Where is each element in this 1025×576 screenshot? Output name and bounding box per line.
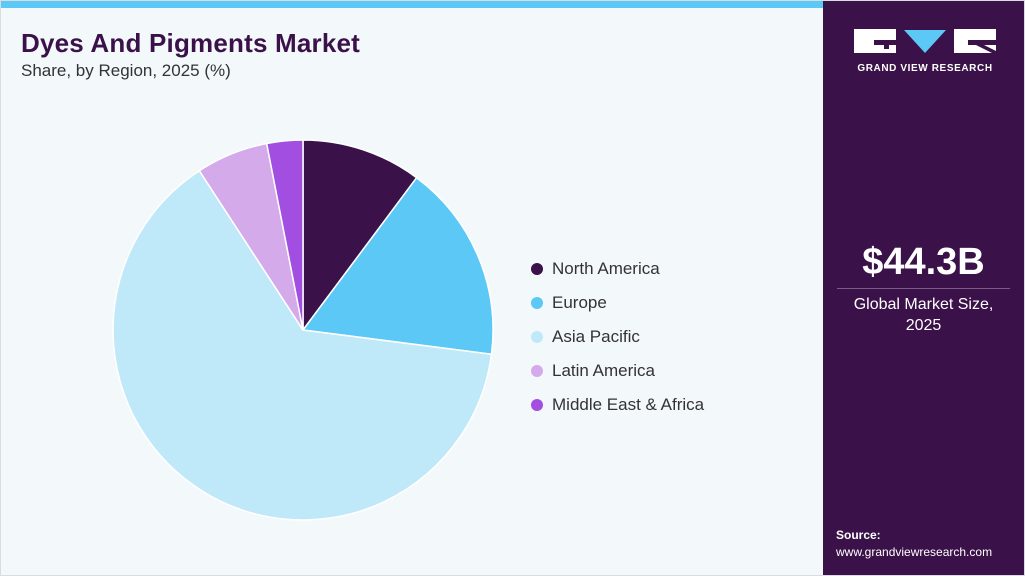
pie-chart [112,139,494,521]
chart-subtitle: Share, by Region, 2025 (%) [21,61,231,80]
legend-item-asia-pacific: Asia Pacific [531,320,704,354]
stat-divider [837,288,1010,289]
legend-label: Asia Pacific [552,327,640,346]
source-block: Source: www.grandviewresearch.com [836,527,992,561]
legend-swatch [531,263,543,275]
legend-label: North America [552,259,660,278]
legend-swatch [531,365,543,377]
market-size-value: $44.3B [862,241,985,283]
legend-item-europe: Europe [531,286,704,320]
legend-item-middle-east-africa: Middle East & Africa [531,388,704,422]
market-size-label: Global Market Size, 2025 [823,294,1024,336]
market-size-label-line2: 2025 [905,317,942,334]
top-accent-bar [1,1,823,8]
pie-slice-middle-east-africa [265,139,304,331]
legend-swatch [531,331,543,343]
market-size-label-line1: Global Market Size, [853,296,994,313]
source-title: Source: [836,528,881,542]
legend-item-latin-america: Latin America [531,354,704,388]
sidebar-panel: GRAND VIEW RESEARCH $44.3B Global Market… [823,1,1024,575]
pie-slice-europe [301,176,494,356]
legend-label: Middle East & Africa [552,395,705,414]
legend-item-north-america: North America [531,252,704,286]
gvr-logo-icon [854,29,996,53]
chart-title: Dyes And Pigments Market [21,28,361,58]
source-url: www.grandviewresearch.com [836,545,993,559]
chart-legend: North America Europe Asia Pacific Latin Ame… [531,252,704,422]
legend-swatch [531,399,543,411]
brand-logo: GRAND VIEW RESEARCH [854,29,996,74]
brand-name: GRAND VIEW RESEARCH [857,63,993,74]
pie-slice-asia-pacific [112,169,493,521]
legend-label: Europe [552,293,607,312]
legend-swatch [531,297,543,309]
pie-slice-north-america [302,139,418,333]
legend-label: Latin America [552,361,655,380]
